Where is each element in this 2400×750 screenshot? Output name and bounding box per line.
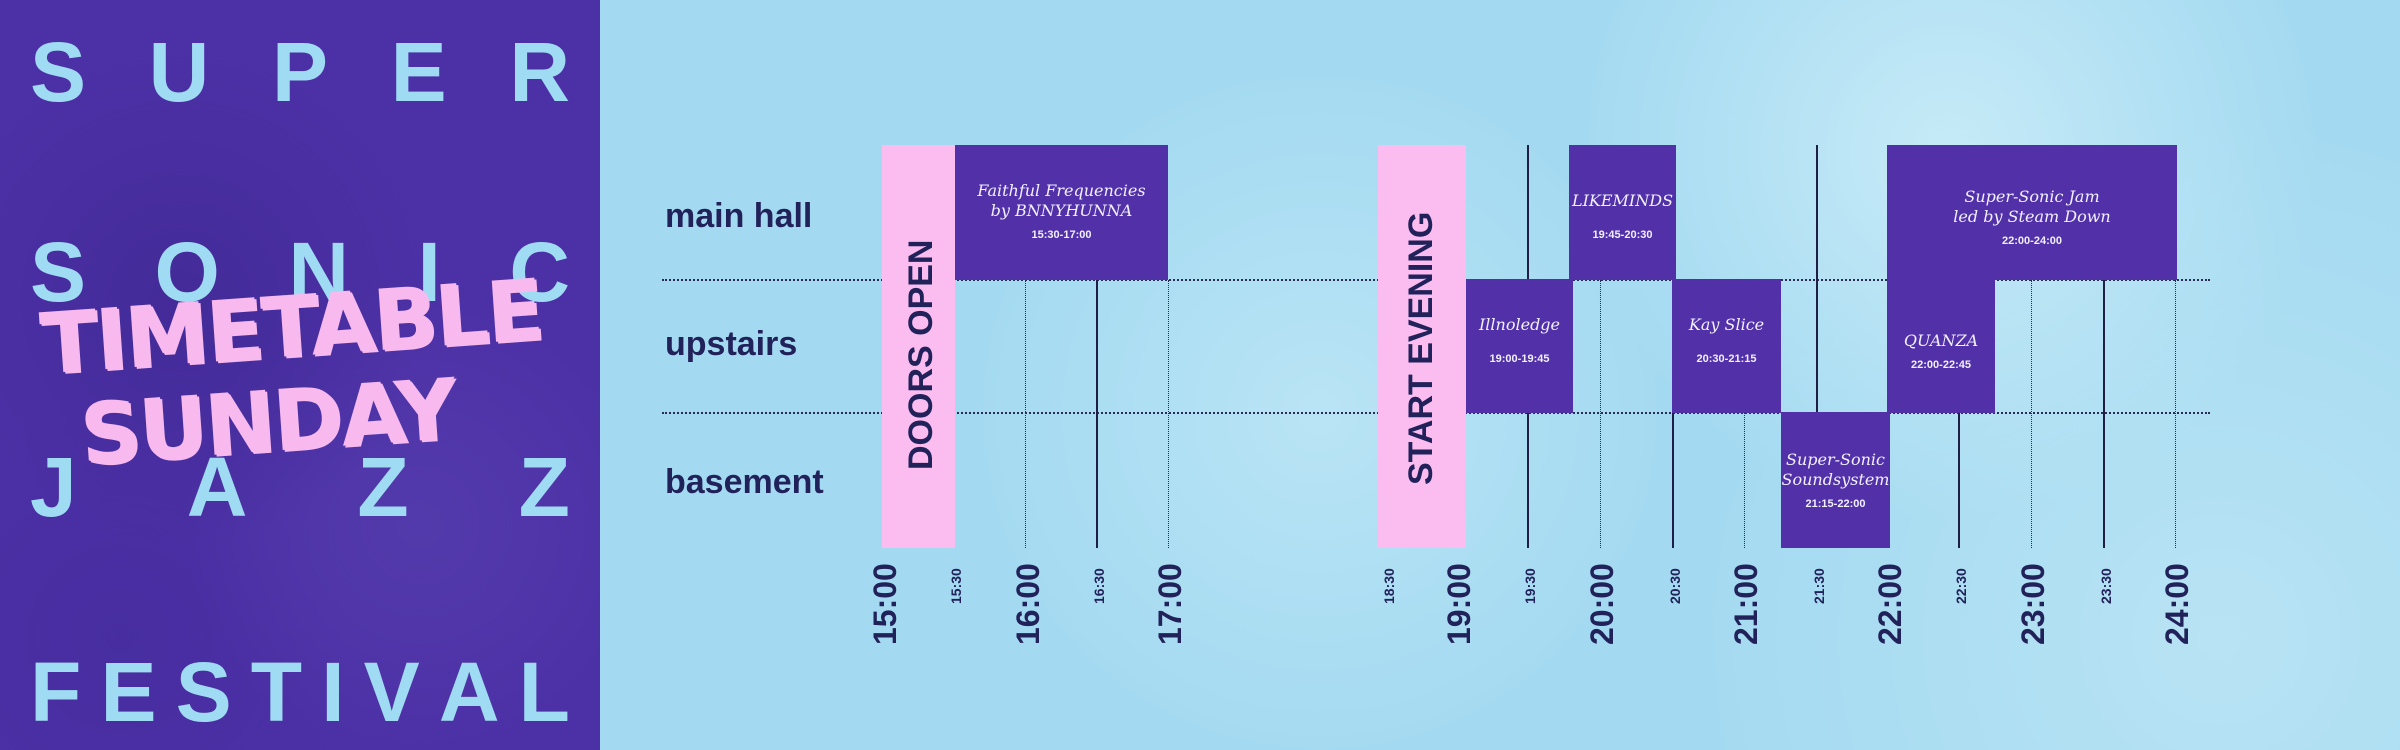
letter: P (271, 25, 329, 119)
super-row: S U P E R (30, 30, 570, 114)
event-likeminds[interactable]: LIKEMINDS 19:45-20:30 (1569, 145, 1676, 280)
letter: I (321, 645, 345, 739)
event-time: 20:30-21:15 (1696, 353, 1757, 365)
time-tick: 16:30 (1091, 568, 1107, 604)
room-label-basement: basement (665, 463, 824, 501)
time-tick: 22:00 (1872, 563, 1908, 645)
event-title: Kay Slice (1688, 315, 1765, 334)
event-super-sonic-soundsystem[interactable]: Super-Sonic Soundsystem 21:15-22:00 (1781, 412, 1890, 548)
start-evening-label: START EVENING (1402, 211, 1440, 485)
poster-panel: S U P E R S O N I C J A Z Z F E S T I V … (0, 0, 600, 750)
event-time: 19:00-19:45 (1489, 353, 1550, 365)
letter: U (148, 25, 210, 119)
script-sunday: SUNDAY (77, 360, 458, 484)
sonic-row: S O N I C (30, 230, 570, 314)
event-title: led by Steam Down (1953, 207, 2111, 226)
grid-line (2175, 280, 2176, 548)
event-time: 19:45-20:30 (1592, 229, 1653, 241)
letter: N (288, 225, 350, 319)
letter: J (30, 440, 77, 534)
time-tick: 21:30 (1811, 568, 1827, 604)
time-tick: 19:00 (1441, 563, 1477, 645)
event-super-sonic-jam[interactable]: Super-Sonic Jam led by Steam Down 22:00-… (1887, 145, 2177, 280)
letter: S (30, 25, 87, 119)
grid-line (1600, 280, 1601, 548)
time-tick: 23:30 (2098, 568, 2114, 604)
letter: Z (518, 440, 570, 534)
event-title: Soundsystem (1781, 470, 1890, 489)
time-tick: 16:00 (1010, 563, 1046, 645)
time-tick: 22:30 (1953, 568, 1969, 604)
time-tick: 18:30 (1381, 568, 1397, 604)
event-title: by BNNYHUNNA (990, 201, 1133, 220)
grid-line (1168, 280, 1169, 548)
letter: R (509, 25, 570, 119)
event-title: Super-Sonic Jam (1964, 187, 2100, 206)
letter: V (363, 645, 420, 739)
event-time: 15:30-17:00 (1031, 229, 1092, 241)
time-tick: 15:30 (948, 568, 964, 604)
room-label-upstairs: upstairs (665, 325, 798, 363)
festival-row: F E S T I V A L (30, 650, 570, 734)
grid-line (2031, 280, 2032, 548)
room-label-main-hall: main hall (665, 197, 813, 235)
letter: E (100, 645, 157, 739)
letter: S (30, 225, 87, 319)
time-tick: 21:00 (1728, 563, 1764, 645)
letter: C (509, 225, 570, 319)
letter: Z (357, 440, 409, 534)
time-tick: 19:30 (1522, 568, 1538, 604)
letter: I (417, 225, 441, 319)
event-kay-slice[interactable]: Kay Slice 20:30-21:15 (1672, 279, 1781, 413)
time-tick: 20:00 (1584, 563, 1620, 645)
time-tick: 20:30 (1667, 568, 1683, 604)
grid-line (1672, 280, 1674, 548)
letter: A (438, 645, 500, 739)
event-time: 22:00-22:45 (1911, 359, 1971, 371)
event-title: LIKEMINDS (1571, 191, 1674, 210)
letter: S (175, 645, 232, 739)
letter: A (186, 440, 248, 534)
letter: L (518, 645, 570, 739)
letter: O (154, 225, 220, 319)
grid-line (2103, 280, 2105, 548)
event-title: Faithful Frequencies (977, 181, 1146, 200)
letter: E (390, 25, 447, 119)
letter: T (250, 645, 303, 739)
jazz-row: J A Z Z (30, 445, 570, 529)
grid-line (1096, 280, 1098, 548)
event-time: 22:00-24:00 (2002, 235, 2062, 247)
time-tick: 23:00 (2015, 563, 2051, 645)
time-tick: 24:00 (2159, 563, 2195, 645)
grid-line (1816, 145, 1818, 415)
event-illnoledge[interactable]: Illnoledge 19:00-19:45 (1466, 279, 1573, 413)
doors-open-label: DOORS OPEN (902, 239, 940, 470)
grid-line (1744, 280, 1745, 548)
event-title: Illnoledge (1478, 315, 1561, 334)
time-tick: 15:00 (867, 563, 903, 645)
event-faithful-frequencies[interactable]: Faithful Frequencies by BNNYHUNNA 15:30-… (955, 145, 1168, 280)
event-quanza[interactable]: QUANZA 22:00-22:45 (1887, 279, 1995, 413)
event-title: Super-Sonic (1785, 450, 1885, 469)
grid-line (1025, 280, 1026, 548)
start-evening-marker (1378, 145, 1466, 548)
event-time: 21:15-22:00 (1805, 498, 1866, 510)
grid-line (1958, 412, 1960, 548)
event-title: QUANZA (1903, 331, 1979, 350)
doors-open-marker (882, 145, 955, 548)
letter: F (30, 645, 82, 739)
time-tick: 17:00 (1152, 563, 1188, 645)
poster-texture (0, 0, 600, 750)
